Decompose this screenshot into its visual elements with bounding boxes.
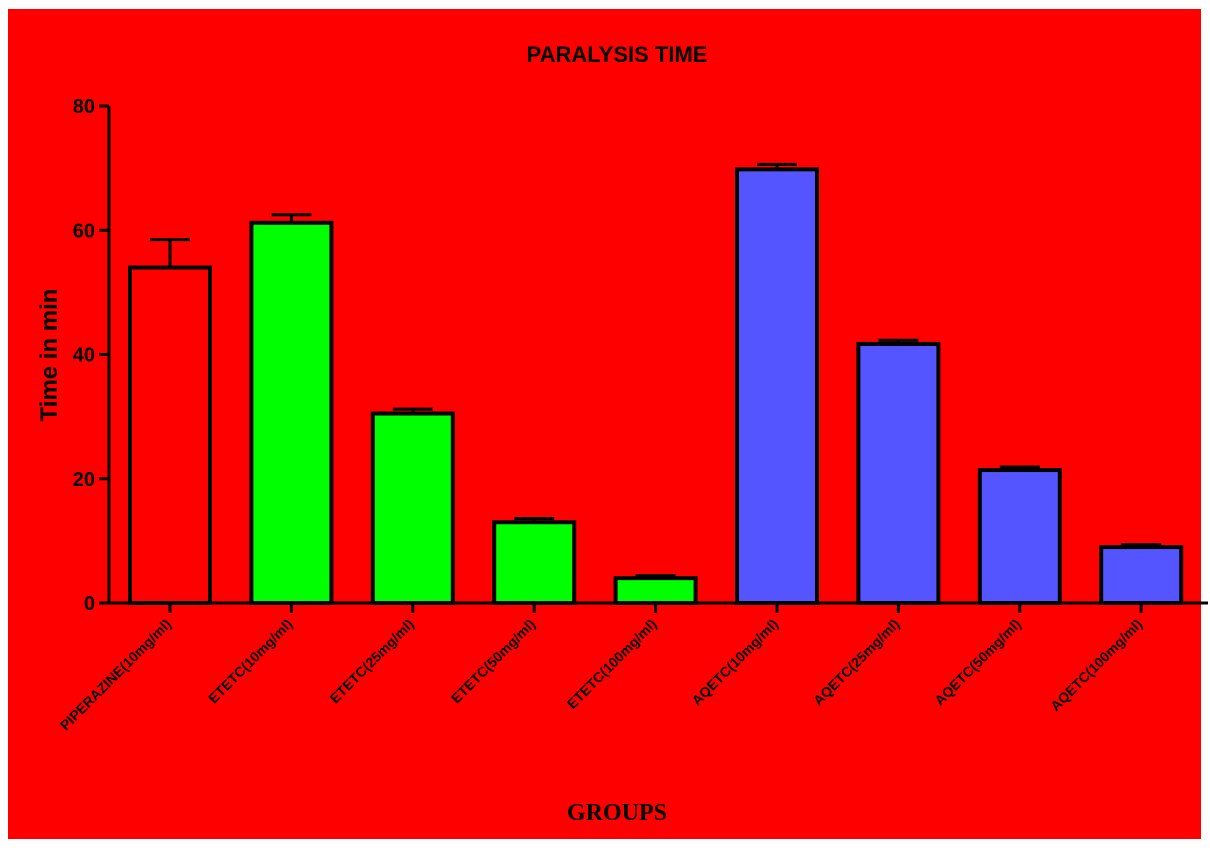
y-axis: 0 20 40 60 80 (73, 96, 111, 615)
y-tick-label: 0 (84, 593, 95, 615)
x-tick-label: AQETC(100mg/ml) (1047, 616, 1145, 714)
y-tick-label: 80 (73, 96, 95, 118)
x-tick-label: AQETC(25mg/ml) (810, 616, 903, 709)
bars (128, 162, 1184, 606)
x-axis-label: GROUPS (567, 800, 667, 826)
chart-title: PARALYSIS TIME (527, 42, 708, 67)
bar (128, 265, 212, 605)
bar (613, 576, 698, 606)
y-tick-label: 20 (73, 469, 95, 491)
y-tick-label: 60 (73, 220, 95, 242)
bar (370, 411, 455, 605)
bar (735, 167, 819, 605)
x-tick-label: ETETC(10mg/ml) (205, 616, 296, 707)
bar (249, 220, 334, 605)
x-tick-label: ETETC(100mg/ml) (564, 616, 660, 712)
bar (1099, 545, 1184, 606)
x-axis: PIPERAZINE(10mg/ml) ETETC(10mg/ml) ETETC(2… (57, 601, 1208, 733)
x-tick-label: ETETC(25mg/ml) (326, 616, 417, 707)
y-axis-label: Time in min (36, 289, 63, 422)
bar (856, 341, 941, 605)
x-tick-label: PIPERAZINE(10mg/ml) (57, 616, 174, 733)
x-tick-label: ETETC(50mg/ml) (448, 616, 539, 707)
x-tick-label: AQETC(10mg/ml) (688, 616, 781, 709)
bar (977, 468, 1062, 605)
y-tick-label: 40 (73, 345, 95, 367)
bar (492, 520, 577, 605)
x-tick-label: AQETC(50mg/ml) (931, 616, 1024, 709)
